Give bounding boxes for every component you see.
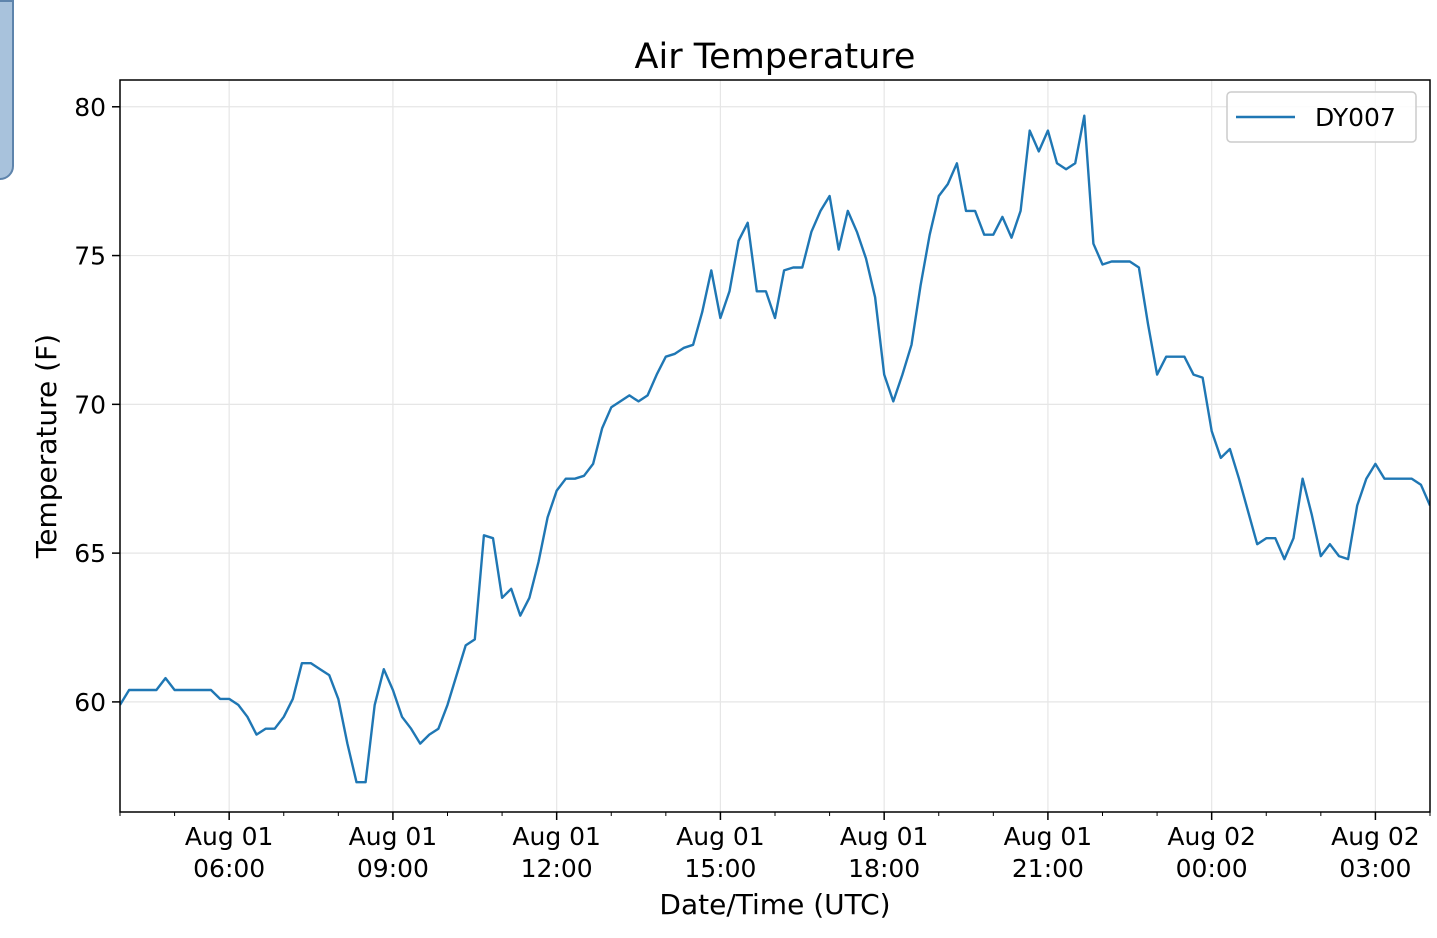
y-axis: 60 65 70 75 80 [74, 93, 120, 717]
y-tick-label: 65 [74, 539, 106, 568]
y-tick-label: 60 [74, 688, 106, 717]
x-tick-label-time: 09:00 [357, 854, 429, 883]
series-line-dy007 [120, 114, 1430, 784]
x-tick-label-time: 12:00 [521, 854, 593, 883]
x-tick-label-date: Aug 01 [840, 822, 929, 851]
x-tick-label-date: Aug 01 [676, 822, 765, 851]
legend-label-dy007: DY007 [1315, 103, 1396, 132]
x-tick-label-time: 15:00 [684, 854, 756, 883]
x-tick-label-date: Aug 01 [512, 822, 601, 851]
x-axis: Aug 01 06:00 Aug 01 09:00 Aug 01 12:00 Aug 01 1… [119, 812, 1431, 883]
x-tick-label-time: 21:00 [1012, 854, 1084, 883]
y-tick-label: 75 [74, 242, 106, 271]
x-tick-label-date: Aug 01 [349, 822, 438, 851]
x-tick-label-date: Aug 01 [185, 822, 274, 851]
x-tick-label-time: 18:00 [848, 854, 920, 883]
legend: DY007 [1226, 91, 1417, 143]
x-tick-label-time: 03:00 [1339, 854, 1411, 883]
x-axis-label: Date/Time (UTC) [659, 888, 890, 921]
x-tick-label-date: Aug 02 [1167, 822, 1256, 851]
x-tick-label-date: Aug 01 [1004, 822, 1093, 851]
x-tick-label-time: 00:00 [1176, 854, 1248, 883]
chart-title: Air Temperature [635, 37, 916, 77]
legend-box [1226, 91, 1417, 143]
y-tick-label: 80 [74, 93, 106, 122]
series-layer [120, 114, 1430, 784]
x-tick-label-time: 06:00 [193, 854, 265, 883]
y-tick-label: 70 [74, 390, 106, 419]
grid-lines [120, 80, 1430, 812]
y-axis-label: Temperature (F) [30, 334, 63, 559]
x-tick-label-date: Aug 02 [1331, 822, 1420, 851]
